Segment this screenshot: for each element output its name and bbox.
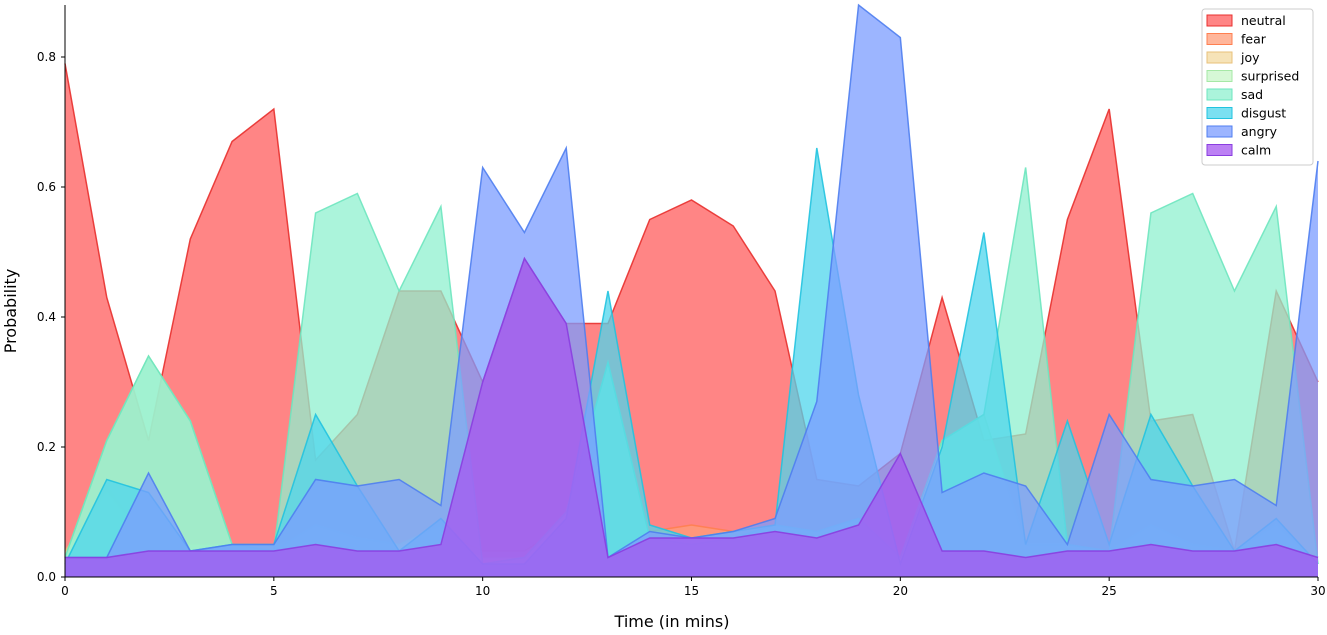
legend-swatch-neutral <box>1206 14 1233 27</box>
legend: neutral fear joy surprised sad disgust angry ca… <box>1201 8 1314 166</box>
y-tick-label: 0.2 <box>37 440 56 454</box>
legend-label-surprised: surprised <box>1241 69 1299 84</box>
legend-swatch-calm <box>1206 144 1233 156</box>
legend-label-calm: calm <box>1241 143 1271 158</box>
legend-swatch-fear <box>1206 33 1233 45</box>
y-tick-label: 0.6 <box>37 180 56 194</box>
legend-swatch-surprised <box>1206 70 1233 82</box>
series-line-calm <box>65 256 1319 559</box>
legend-label-sad: sad <box>1241 87 1263 102</box>
x-tick-label: 20 <box>893 584 908 598</box>
legend-swatch-disgust <box>1206 107 1233 119</box>
axes: 0 5 10 15 20 25 30 0.0 0.2 0.4 0.6 0.8 <box>37 5 1326 598</box>
x-tick-label: 10 <box>475 584 490 598</box>
series-areas <box>64 3 1319 577</box>
legend-swatch-sad <box>1206 88 1233 101</box>
x-tick-label: 25 <box>1102 584 1117 598</box>
legend-label-disgust: disgust <box>1241 106 1286 121</box>
x-tick-label: 30 <box>1310 584 1325 598</box>
legend-label-fear: fear <box>1241 32 1267 47</box>
legend-label-neutral: neutral <box>1241 13 1286 28</box>
legend-swatch-angry <box>1206 125 1233 138</box>
series-area-disgust <box>65 148 1318 577</box>
x-tick-label: 5 <box>270 584 278 598</box>
legend-swatch-joy <box>1206 51 1233 64</box>
legend-label-angry: angry <box>1241 124 1278 139</box>
x-tick-label: 0 <box>61 584 69 598</box>
y-axis-label: Probability <box>1 269 20 354</box>
y-tick-label: 0.4 <box>37 310 56 324</box>
series-line-neutral <box>64 63 1319 552</box>
x-tick-label: 15 <box>684 584 699 598</box>
x-axis-label: Time (in mins) <box>614 612 730 631</box>
legend-label-joy: joy <box>1240 50 1260 65</box>
y-tick-label: 0.8 <box>37 50 56 64</box>
series-area-angry <box>65 5 1318 577</box>
y-tick-label: 0.0 <box>37 570 56 584</box>
